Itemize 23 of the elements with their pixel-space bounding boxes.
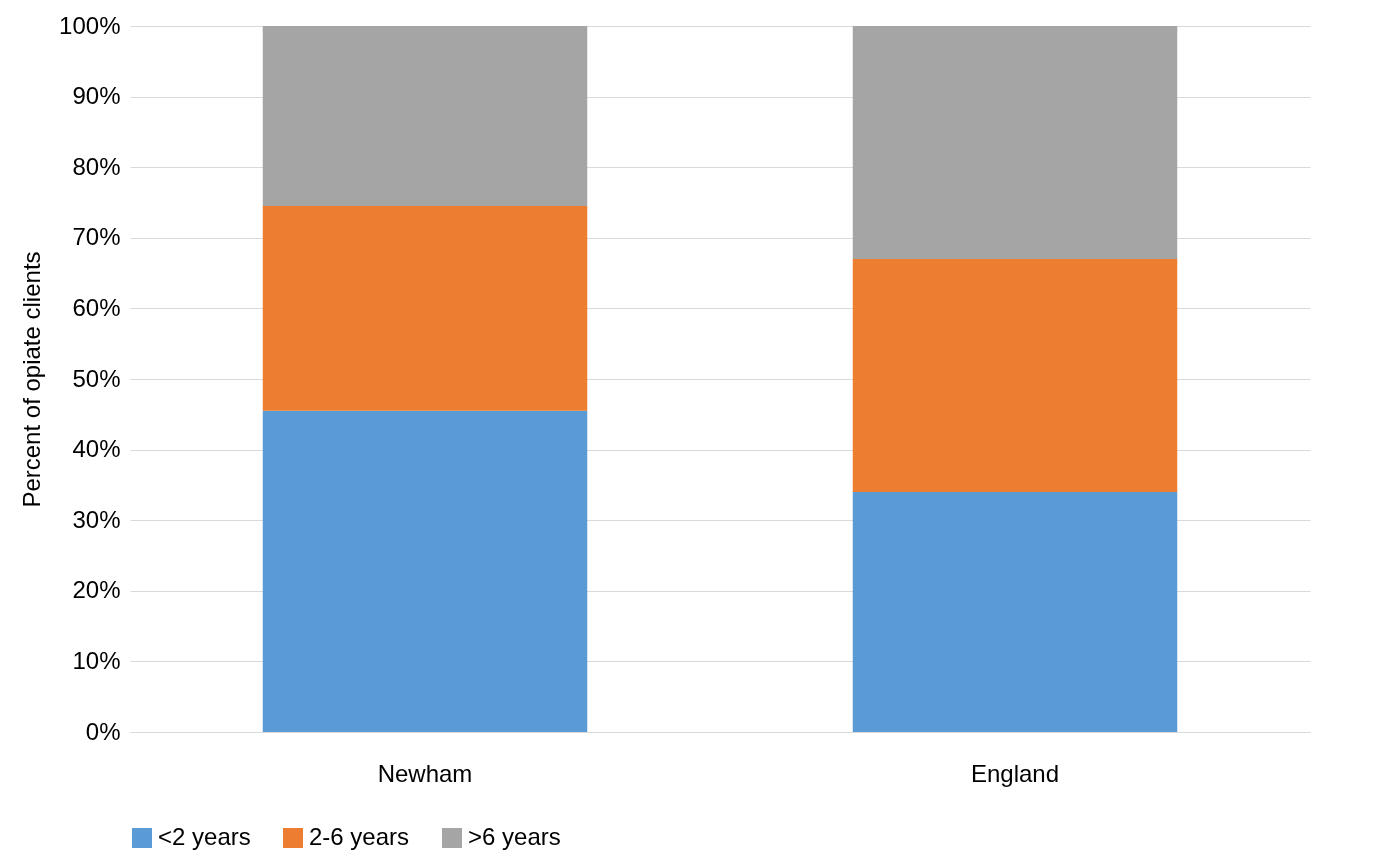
legend-label: >6 years: [468, 823, 561, 850]
bar: [852, 491, 1178, 732]
legend-label: 2-6 years: [309, 823, 410, 850]
y-tick-label: 0%: [85, 717, 121, 745]
bar: [262, 26, 588, 207]
y-tick-label: 90%: [72, 82, 121, 110]
y-tick-label: 30%: [72, 505, 121, 533]
y-tick-label: 60%: [72, 293, 121, 321]
x-tick-label: Newham: [377, 759, 473, 787]
y-tick-label: 50%: [72, 364, 121, 392]
bar: [852, 258, 1178, 492]
y-tick-label: 20%: [72, 576, 121, 604]
y-tick-label: 80%: [72, 152, 121, 180]
bar: [262, 206, 588, 411]
legend-label: <2 years: [158, 823, 251, 850]
y-tick-label: 100%: [59, 11, 121, 39]
x-tick-label: England: [970, 759, 1060, 787]
y-tick-label: 70%: [72, 223, 121, 251]
y-tick-label: 10%: [72, 646, 121, 674]
bar: [262, 410, 588, 732]
bar: [852, 26, 1178, 259]
y-axis-title: Percent of opiate clients: [18, 251, 46, 508]
y-tick-label: 40%: [72, 435, 121, 463]
